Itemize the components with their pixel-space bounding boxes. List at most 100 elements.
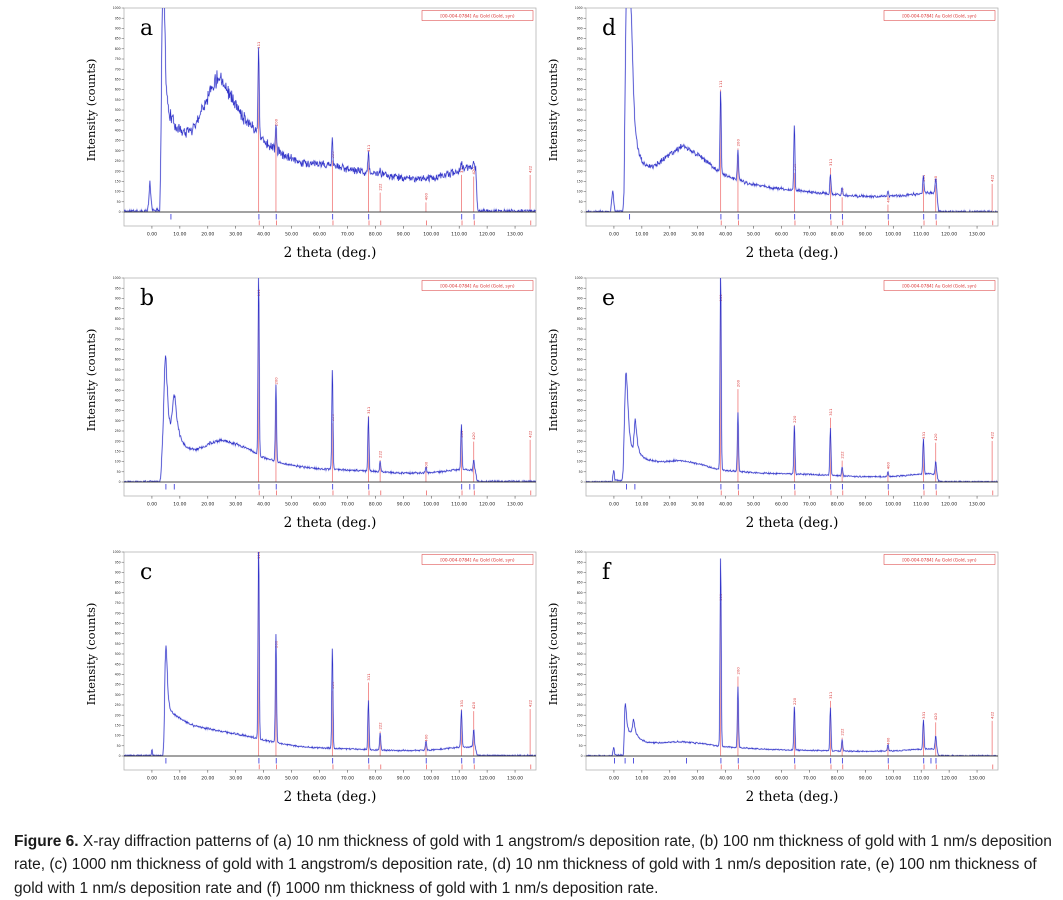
svg-text:950: 950: [115, 560, 121, 564]
xrd-plot-e: 0 50 100 150 200 250 300 350 400 450 500 550 600 650 7…: [546, 272, 1006, 534]
y-axis: 0 50 100 150 200 250 300 350 400 450 500 550 600 650 7…: [575, 550, 586, 758]
svg-text:110.00: 110.00: [913, 776, 929, 782]
svg-text:130.00: 130.00: [507, 502, 523, 508]
svg-text:130.00: 130.00: [969, 232, 985, 238]
svg-text:800: 800: [577, 317, 583, 321]
svg-text:200: 200: [115, 439, 121, 443]
svg-text:250: 250: [577, 703, 583, 707]
svg-text:1000: 1000: [113, 276, 121, 280]
panel-background: [84, 2, 544, 264]
svg-text:130.00: 130.00: [969, 776, 985, 782]
panel-background: [546, 2, 1006, 264]
svg-text:900: 900: [115, 27, 121, 31]
legend-box: [00-004-0784] Au Gold (Gold, syn): [421, 10, 534, 21]
svg-text:900: 900: [115, 297, 121, 301]
x-axis: 0.00 10.00 20.00 30.00 40.00 50.00 60.00 70.00 8…: [609, 496, 985, 508]
svg-text:700: 700: [577, 67, 583, 71]
svg-text:900: 900: [577, 571, 583, 575]
svg-text:350: 350: [577, 683, 583, 687]
svg-text:222: 222: [378, 450, 383, 458]
y-axis-title: Intensity (counts): [84, 329, 98, 432]
svg-text:20.00: 20.00: [201, 502, 214, 508]
svg-text:400: 400: [577, 129, 583, 133]
svg-text:220: 220: [792, 697, 797, 705]
svg-text:350: 350: [115, 409, 121, 413]
svg-text:550: 550: [577, 368, 583, 372]
svg-text:40.00: 40.00: [257, 776, 270, 782]
svg-text:422: 422: [528, 430, 533, 438]
svg-text:100.00: 100.00: [423, 232, 439, 238]
xrd-trace: [124, 278, 536, 482]
svg-text:200: 200: [577, 169, 583, 173]
svg-text:900: 900: [577, 27, 583, 31]
svg-text:50.00: 50.00: [285, 776, 298, 782]
svg-text:90.00: 90.00: [397, 232, 410, 238]
svg-text:300: 300: [115, 419, 121, 423]
svg-text:700: 700: [577, 337, 583, 341]
panel-background: [546, 546, 1006, 808]
svg-text:200: 200: [115, 169, 121, 173]
svg-text:220: 220: [792, 415, 797, 423]
svg-text:50: 50: [579, 470, 583, 474]
svg-text:40.00: 40.00: [257, 502, 270, 508]
svg-text:500: 500: [115, 652, 121, 656]
svg-text:422: 422: [528, 165, 533, 173]
svg-text:150: 150: [115, 180, 121, 184]
svg-text:200: 200: [735, 667, 740, 675]
xrd-panel-f: 0 50 100 150 200 250 300 350 400 450 500 550 600 650 7…: [546, 546, 1006, 808]
svg-text:700: 700: [115, 337, 121, 341]
svg-text:0.00: 0.00: [147, 776, 157, 782]
svg-text:250: 250: [115, 703, 121, 707]
svg-text:200: 200: [735, 379, 740, 387]
svg-text:420: 420: [933, 433, 938, 441]
legend-label: [00-004-0784] Au Gold (Gold, syn): [440, 284, 514, 290]
svg-text:950: 950: [577, 560, 583, 564]
svg-text:90.00: 90.00: [397, 502, 410, 508]
svg-text:311: 311: [828, 691, 833, 699]
xrd-panel-a: 0 50 100 150 200 250 300 350 400 450 500 550 600 650 7…: [84, 2, 544, 264]
svg-text:70.00: 70.00: [341, 776, 354, 782]
x-axis-title: 2 theta (deg.): [284, 789, 377, 805]
svg-text:300: 300: [577, 149, 583, 153]
svg-text:900: 900: [577, 297, 583, 301]
svg-text:40.00: 40.00: [719, 232, 732, 238]
svg-text:200: 200: [115, 713, 121, 717]
svg-text:10.00: 10.00: [635, 232, 648, 238]
y-axis-title: Intensity (counts): [84, 603, 98, 706]
svg-text:10.00: 10.00: [635, 776, 648, 782]
svg-text:80.00: 80.00: [831, 776, 844, 782]
legend-label: [00-004-0784] Au Gold (Gold, syn): [902, 284, 976, 290]
svg-text:350: 350: [115, 139, 121, 143]
svg-text:60.00: 60.00: [775, 232, 788, 238]
svg-text:120.00: 120.00: [941, 502, 957, 508]
svg-text:110.00: 110.00: [451, 502, 467, 508]
svg-text:750: 750: [115, 601, 121, 605]
svg-text:80.00: 80.00: [369, 232, 382, 238]
svg-text:30.00: 30.00: [691, 776, 704, 782]
svg-text:222: 222: [840, 451, 845, 459]
svg-text:850: 850: [577, 37, 583, 41]
svg-text:600: 600: [577, 88, 583, 92]
svg-text:400: 400: [577, 399, 583, 403]
svg-text:400: 400: [577, 673, 583, 677]
svg-text:750: 750: [115, 327, 121, 331]
svg-text:950: 950: [115, 286, 121, 290]
svg-text:70.00: 70.00: [341, 502, 354, 508]
svg-text:500: 500: [115, 108, 121, 112]
observed-peak-ticks: [170, 214, 475, 220]
svg-text:850: 850: [577, 307, 583, 311]
svg-text:50.00: 50.00: [285, 232, 298, 238]
panel-letter: c: [140, 560, 152, 585]
svg-text:50.00: 50.00: [285, 502, 298, 508]
x-axis: 0.00 10.00 20.00 30.00 40.00 50.00 60.00 70.00 8…: [609, 770, 985, 782]
svg-text:311: 311: [366, 406, 371, 414]
svg-text:950: 950: [577, 286, 583, 290]
svg-text:500: 500: [577, 652, 583, 656]
svg-text:10.00: 10.00: [173, 502, 186, 508]
svg-text:400: 400: [423, 734, 428, 742]
svg-text:200: 200: [273, 377, 278, 385]
svg-text:1000: 1000: [575, 550, 583, 554]
svg-text:331: 331: [459, 165, 464, 173]
svg-text:600: 600: [577, 632, 583, 636]
xrd-panel-c: 0 50 100 150 200 250 300 350 400 450 500 550 600 650 7…: [84, 546, 544, 808]
